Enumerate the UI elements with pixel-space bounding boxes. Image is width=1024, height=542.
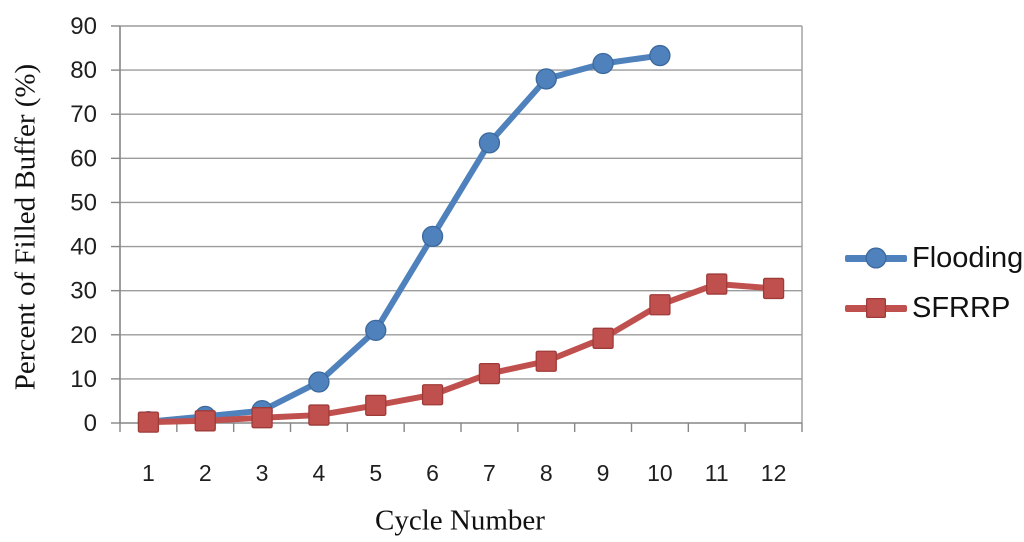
gridlines <box>120 25 803 423</box>
svg-text:9: 9 <box>597 460 610 486</box>
svg-text:10: 10 <box>70 366 97 393</box>
svg-text:1: 1 <box>142 460 155 486</box>
svg-text:60: 60 <box>70 145 97 172</box>
circle-marker-icon <box>865 247 887 269</box>
svg-text:4: 4 <box>313 460 326 486</box>
axis-ticks <box>111 25 803 432</box>
svg-text:50: 50 <box>70 189 97 216</box>
x-axis-title: Cycle Number <box>375 504 545 537</box>
svg-text:3: 3 <box>256 460 269 486</box>
legend: Flooding SFRRP <box>845 238 1023 338</box>
svg-text:5: 5 <box>369 460 382 486</box>
svg-text:30: 30 <box>70 278 97 305</box>
svg-text:7: 7 <box>483 460 496 486</box>
flooding-series <box>137 44 671 433</box>
svg-text:90: 90 <box>70 13 97 40</box>
sfrrp-legend-label: SFRRP <box>912 291 1011 324</box>
y-tick-labels: 0 10 20 30 40 50 60 70 80 90 <box>70 13 97 437</box>
svg-text:40: 40 <box>70 234 97 261</box>
svg-text:12: 12 <box>761 460 787 486</box>
svg-text:70: 70 <box>70 101 97 128</box>
svg-text:6: 6 <box>426 460 439 486</box>
sfrrp-legend-key <box>845 297 907 319</box>
square-marker-icon <box>866 298 886 318</box>
svg-text:10: 10 <box>647 460 673 486</box>
svg-text:2: 2 <box>199 460 212 486</box>
flooding-legend-key <box>845 247 907 269</box>
svg-text:11: 11 <box>705 460 729 486</box>
flooding-legend-label: Flooding <box>912 241 1024 274</box>
legend-item-sfrrp: SFRRP <box>845 288 1023 328</box>
sfrrp-series <box>137 273 785 433</box>
x-tick-labels: 1 2 3 4 5 6 7 8 9 10 11 12 <box>142 460 786 486</box>
svg-text:0: 0 <box>84 410 97 437</box>
svg-text:8: 8 <box>540 460 553 486</box>
svg-text:20: 20 <box>70 322 97 349</box>
legend-item-flooding: Flooding <box>845 238 1023 278</box>
svg-text:80: 80 <box>70 57 97 84</box>
